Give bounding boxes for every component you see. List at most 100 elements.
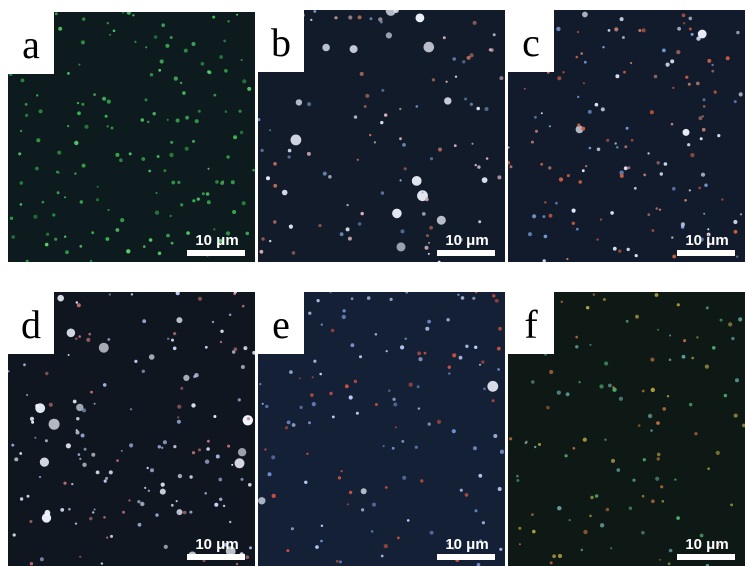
particle (384, 544, 388, 548)
particle (608, 384, 612, 388)
particle (361, 508, 364, 511)
particle (131, 293, 133, 295)
particle (453, 57, 456, 60)
particle (71, 483, 73, 485)
particle (177, 405, 181, 409)
particle (307, 152, 311, 156)
particle (93, 93, 96, 96)
particle (478, 474, 482, 478)
particle (534, 116, 537, 119)
particle (672, 187, 676, 191)
page: {"panels": [ {"label": "a", "scale_bar":… (0, 0, 745, 566)
particle (544, 201, 546, 203)
particle (601, 107, 605, 111)
particle (185, 116, 189, 120)
particle (89, 517, 92, 520)
particle (583, 82, 585, 84)
particle (157, 155, 160, 158)
scale-bar-label: 10 μm (445, 536, 488, 553)
particle (241, 365, 245, 369)
particle (158, 252, 162, 256)
particle (724, 394, 727, 397)
particle (343, 309, 346, 312)
particle (573, 447, 576, 450)
particle (394, 8, 399, 13)
particle (461, 296, 465, 300)
particle (577, 31, 579, 33)
particle (375, 333, 378, 336)
particle (260, 250, 264, 254)
particle (243, 415, 253, 425)
particle (541, 112, 543, 114)
particle (647, 213, 650, 216)
particle (739, 92, 743, 96)
particle (189, 511, 192, 514)
particle (170, 36, 173, 39)
particle (549, 125, 551, 127)
particle (310, 393, 313, 396)
particle (64, 236, 66, 238)
particle (248, 483, 252, 487)
particle (583, 438, 587, 442)
particle (215, 180, 219, 184)
particle (662, 49, 666, 53)
particle (258, 497, 265, 504)
particle (243, 346, 247, 350)
particle (524, 88, 526, 90)
particle (67, 72, 70, 75)
particle (422, 192, 424, 194)
particle (361, 488, 367, 494)
particle (155, 513, 158, 516)
particle (289, 370, 293, 374)
particle (643, 458, 646, 461)
particle (455, 76, 457, 78)
particle (350, 45, 358, 53)
particle (357, 159, 359, 161)
particle (506, 161, 510, 165)
particle (225, 110, 228, 113)
particle (323, 172, 327, 176)
particle (650, 429, 653, 432)
panel: c10 μm (506, 10, 745, 263)
particle (60, 508, 64, 512)
particle (241, 478, 244, 481)
particle (91, 231, 94, 234)
scale-bar-label: 10 μm (685, 232, 728, 249)
particle (359, 355, 362, 358)
particle (206, 447, 210, 451)
particle (669, 549, 673, 553)
particle (247, 87, 251, 91)
particle (518, 527, 521, 530)
particle (189, 475, 192, 478)
particle (707, 59, 711, 63)
particle (674, 479, 676, 481)
particle (538, 443, 541, 446)
particle (720, 319, 723, 322)
particle (470, 103, 473, 106)
particle (208, 168, 210, 170)
particle (642, 390, 645, 393)
particle (597, 148, 601, 152)
particle (733, 220, 737, 224)
particle (163, 440, 167, 444)
particle (202, 192, 205, 195)
particle (90, 260, 92, 262)
particle (45, 243, 49, 247)
particle (164, 545, 168, 549)
particle (169, 153, 173, 157)
particle (134, 41, 136, 43)
particle (618, 250, 621, 253)
particle (153, 112, 156, 115)
particle (236, 14, 238, 16)
particle (177, 509, 183, 515)
particle (428, 253, 430, 255)
particle (105, 477, 108, 480)
particle (689, 28, 692, 31)
particle (257, 118, 260, 121)
particle (207, 440, 210, 443)
particle (638, 424, 641, 427)
particle (198, 448, 201, 451)
particle (557, 506, 561, 510)
particle (266, 176, 270, 180)
particle (354, 380, 357, 383)
